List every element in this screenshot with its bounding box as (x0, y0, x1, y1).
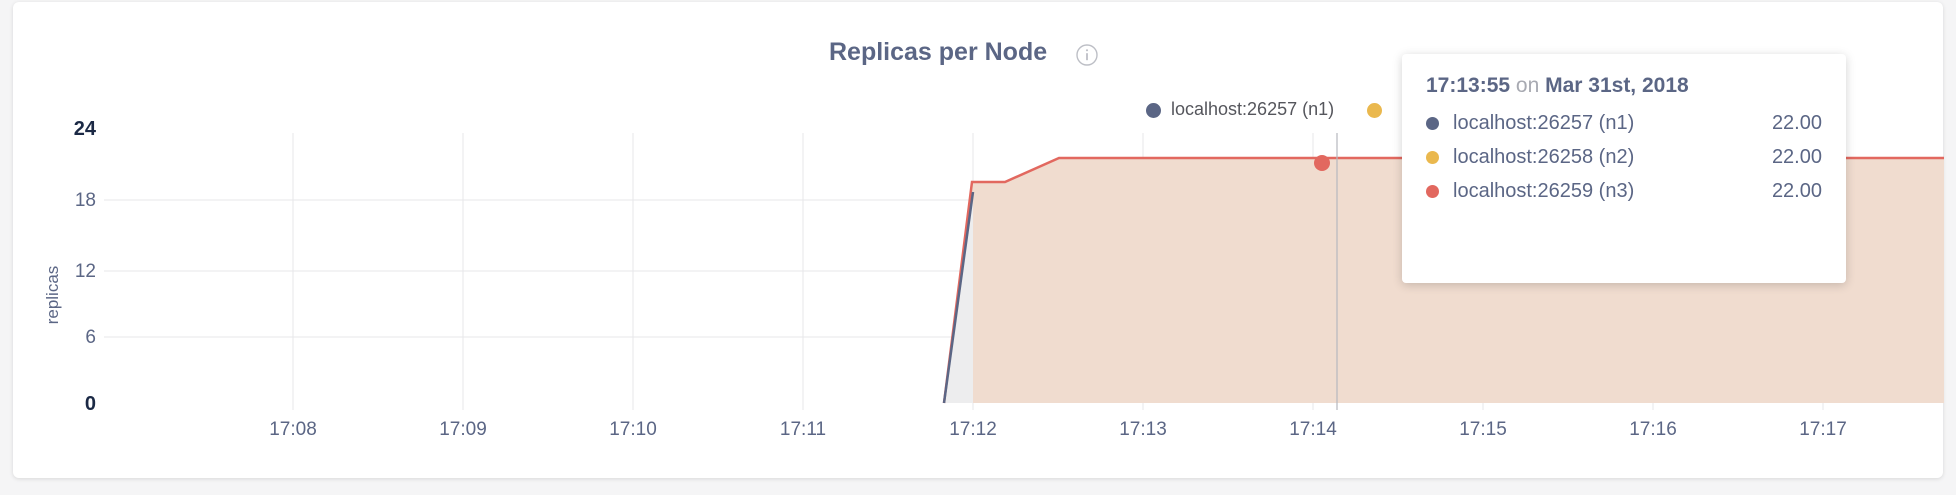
svg-text:17:10: 17:10 (609, 419, 657, 440)
svg-text:17:12: 17:12 (949, 419, 997, 440)
svg-text:17:11: 17:11 (780, 419, 826, 440)
svg-text:17:15: 17:15 (1459, 419, 1507, 440)
svg-text:17:16: 17:16 (1629, 419, 1677, 440)
svg-text:17:08: 17:08 (269, 419, 317, 440)
svg-text:18: 18 (75, 190, 96, 211)
svg-text:6: 6 (85, 327, 96, 348)
svg-text:replicas: replicas (43, 266, 62, 325)
svg-text:17:13: 17:13 (1119, 419, 1167, 440)
svg-text:17:09: 17:09 (439, 419, 487, 440)
svg-text:17:14: 17:14 (1289, 419, 1337, 440)
svg-text:0: 0 (85, 393, 96, 415)
svg-text:17:17: 17:17 (1799, 419, 1847, 440)
svg-text:12: 12 (75, 261, 96, 282)
svg-text:24: 24 (74, 118, 97, 140)
